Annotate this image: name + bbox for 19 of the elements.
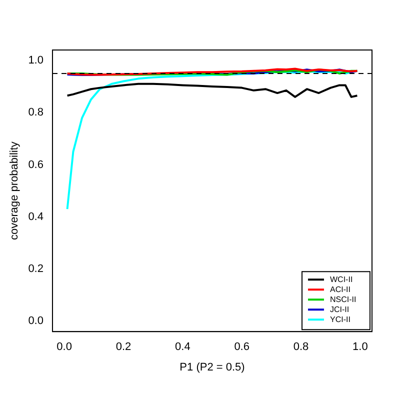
legend-label: YCI-II bbox=[330, 314, 350, 324]
legend-label: JCI-II bbox=[330, 304, 350, 314]
x-tick-label: 0.4 bbox=[175, 341, 190, 354]
legend-label: WCI-II bbox=[330, 274, 353, 284]
y-tick-label: 0.2 bbox=[28, 263, 44, 276]
x-axis-title: P1 (P2 = 0.5) bbox=[180, 361, 245, 374]
x-tick-label: 0.6 bbox=[234, 341, 250, 354]
legend-label: NSCI-II bbox=[330, 294, 356, 304]
x-tick-label: 0.2 bbox=[116, 341, 132, 354]
y-tick-label: 0.6 bbox=[28, 158, 44, 171]
x-tick-label: 0.0 bbox=[56, 341, 72, 354]
y-tick-label: 1.0 bbox=[28, 54, 44, 66]
x-tick-label: 1.0 bbox=[352, 341, 368, 354]
y-tick-label: 0.8 bbox=[28, 106, 44, 119]
y-tick-label: 0.0 bbox=[28, 315, 44, 328]
x-tick-label: 0.8 bbox=[293, 341, 309, 354]
legend-label: ACI-II bbox=[330, 284, 350, 294]
y-axis-title: coverage probability bbox=[8, 141, 21, 240]
y-tick-label: 0.4 bbox=[28, 210, 44, 223]
